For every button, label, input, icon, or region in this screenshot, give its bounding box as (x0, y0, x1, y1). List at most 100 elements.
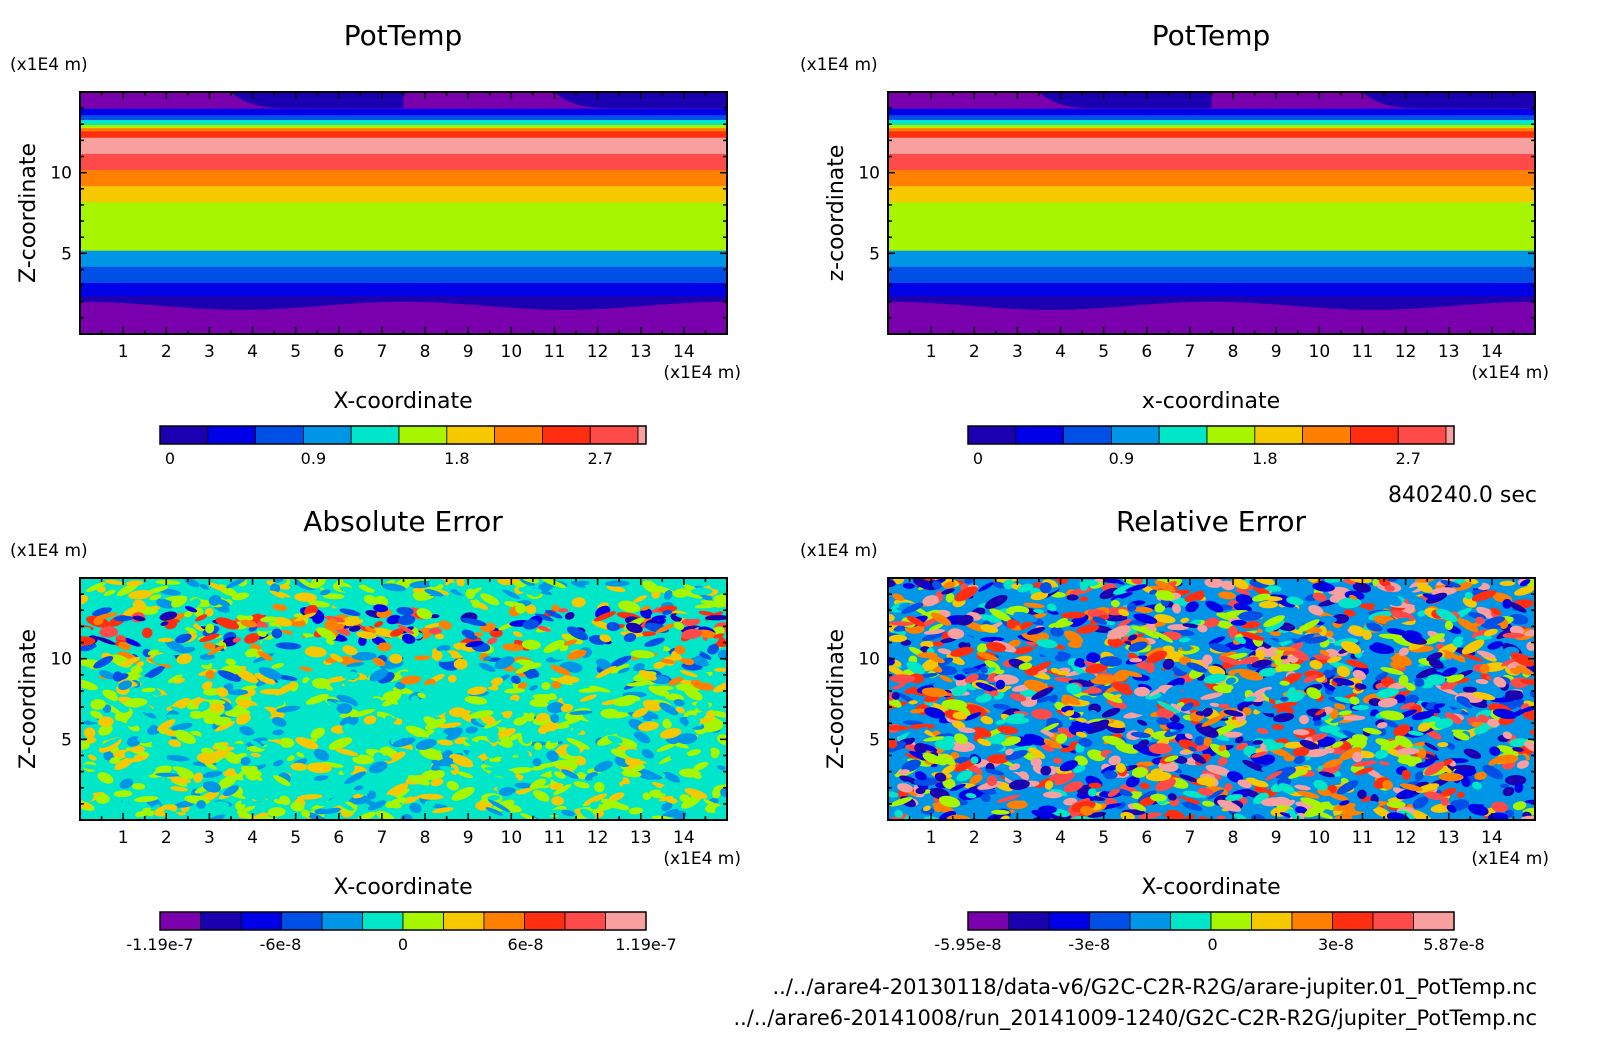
error-blob (1255, 720, 1265, 728)
error-blob (1379, 761, 1390, 766)
error-blob (1333, 802, 1356, 811)
error-blob (606, 585, 626, 593)
error-blob (517, 682, 528, 690)
error-blob (551, 604, 560, 612)
error-blob (202, 770, 223, 778)
error-blob (978, 614, 1002, 623)
error-blob (1079, 596, 1089, 602)
contour-band (80, 266, 727, 283)
error-blob (386, 614, 402, 625)
error-blob (902, 582, 915, 589)
error-blob (1512, 801, 1527, 811)
error-blob (82, 764, 102, 771)
x-tick-label: 1 (118, 342, 129, 362)
error-blob (344, 771, 367, 785)
error-blob (474, 632, 484, 637)
error-blob (377, 642, 392, 652)
error-blob (490, 677, 504, 687)
error-blob (1300, 797, 1325, 808)
error-blob (932, 641, 944, 647)
contour-band (80, 137, 727, 154)
error-blob (656, 742, 678, 752)
error-blob (1251, 774, 1267, 782)
error-blob (382, 694, 401, 707)
error-blob (949, 783, 966, 792)
error-blob (1027, 626, 1046, 635)
error-blob (1492, 708, 1517, 720)
contour-band (80, 185, 727, 203)
y-axis-label: Z-coordinate (16, 629, 41, 769)
y-axis-label: Z-coordinate (16, 143, 41, 283)
error-blob (410, 695, 420, 704)
error-blob (419, 747, 443, 761)
error-blob (401, 633, 416, 644)
colorbar-segment (1048, 911, 1090, 931)
error-blob (295, 737, 319, 750)
error-blob (390, 707, 412, 715)
error-blob (1107, 788, 1120, 797)
error-blob (1374, 749, 1389, 759)
x-tick-label: 7 (377, 342, 388, 362)
error-blob (432, 807, 454, 814)
error-blob (1004, 713, 1025, 723)
error-blob (171, 595, 188, 608)
error-blob (1490, 607, 1502, 616)
error-blob (1286, 596, 1304, 606)
error-blob (1207, 789, 1225, 800)
x-tick-label: 12 (587, 342, 609, 362)
error-blob (1188, 746, 1197, 752)
colorbar-label: 5.87e-8 (1423, 935, 1484, 954)
contour-band (80, 201, 727, 251)
panel-pottemp-2: PotTemp (x1E4 m) 1 2 3 4 5 6 7 8 9 10 11 12 13 14 510… (800, 19, 1549, 468)
error-blob (915, 787, 926, 795)
error-blob (438, 722, 462, 729)
error-blob (1185, 601, 1199, 613)
error-blob (373, 738, 388, 745)
error-blob (236, 613, 254, 622)
error-blob (1062, 694, 1081, 706)
error-blob (1035, 645, 1054, 657)
error-blob (1043, 791, 1063, 799)
error-blob (1074, 657, 1086, 669)
error-blob (389, 653, 403, 664)
error-blob (211, 801, 230, 810)
contour-band (1038, 92, 1212, 109)
error-blob (405, 725, 430, 739)
error-blob (1477, 650, 1496, 659)
error-blob (439, 766, 455, 771)
error-blob (1336, 780, 1359, 795)
error-blob (673, 699, 685, 707)
error-blob (95, 793, 110, 804)
colorbar-segment (350, 425, 400, 445)
error-blob (184, 606, 198, 613)
error-blob (1204, 617, 1220, 628)
error-blob (706, 737, 718, 747)
error-blob (222, 723, 237, 734)
error-blob (1324, 663, 1334, 671)
y-tick-label: 10 (858, 650, 880, 670)
x-tick-label: 3 (1012, 342, 1023, 362)
error-blob (1184, 733, 1193, 740)
error-blob (977, 643, 988, 653)
error-blob (1424, 633, 1445, 645)
error-blob (1079, 580, 1089, 591)
error-blob (113, 790, 133, 798)
error-blob (1131, 767, 1148, 778)
x-unit-label: (x1E4 m) (663, 363, 741, 383)
error-blob (1319, 725, 1341, 733)
error-blob (561, 769, 579, 779)
error-blob (1442, 667, 1458, 677)
error-blob (1085, 663, 1108, 674)
error-blob (1218, 745, 1227, 752)
colorbar-label: -3e-8 (1068, 935, 1110, 954)
error-blob (1433, 703, 1446, 709)
error-blob (157, 637, 174, 643)
error-blob (85, 582, 106, 593)
error-blob (213, 716, 232, 726)
error-blob (351, 651, 377, 661)
error-blob (525, 604, 537, 615)
error-blob (1167, 793, 1177, 801)
error-blob (685, 757, 702, 766)
error-blob (446, 780, 459, 791)
error-blob (1086, 652, 1100, 664)
